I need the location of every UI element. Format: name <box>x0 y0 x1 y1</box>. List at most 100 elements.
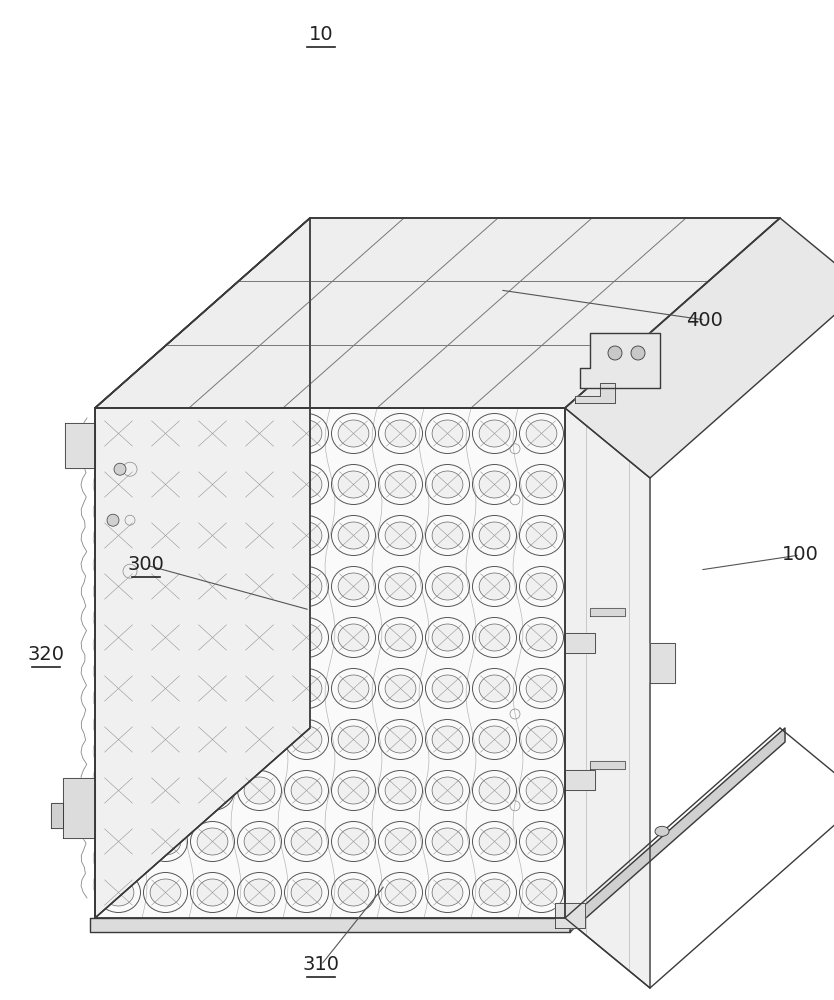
Ellipse shape <box>244 573 275 600</box>
Ellipse shape <box>479 777 510 804</box>
Ellipse shape <box>338 522 369 549</box>
Ellipse shape <box>103 828 134 855</box>
Ellipse shape <box>432 522 463 549</box>
Ellipse shape <box>291 573 322 600</box>
Ellipse shape <box>244 828 275 855</box>
Ellipse shape <box>291 879 322 906</box>
Ellipse shape <box>150 828 181 855</box>
Polygon shape <box>575 383 615 403</box>
Polygon shape <box>590 608 625 616</box>
Ellipse shape <box>291 726 322 753</box>
Ellipse shape <box>197 828 228 855</box>
Text: 310: 310 <box>303 956 339 974</box>
Ellipse shape <box>432 726 463 753</box>
Ellipse shape <box>526 726 557 753</box>
Ellipse shape <box>103 777 134 804</box>
Ellipse shape <box>479 726 510 753</box>
Ellipse shape <box>244 777 275 804</box>
Ellipse shape <box>291 675 322 702</box>
Ellipse shape <box>103 624 134 651</box>
Ellipse shape <box>150 777 181 804</box>
Polygon shape <box>51 803 63 828</box>
Text: 100: 100 <box>782 546 819 564</box>
Polygon shape <box>65 423 95 468</box>
Ellipse shape <box>103 522 134 549</box>
Ellipse shape <box>197 879 228 906</box>
Ellipse shape <box>338 420 369 447</box>
Ellipse shape <box>244 675 275 702</box>
Circle shape <box>114 463 126 475</box>
Polygon shape <box>95 218 310 918</box>
Circle shape <box>631 346 645 360</box>
Ellipse shape <box>103 471 134 498</box>
Ellipse shape <box>338 573 369 600</box>
Polygon shape <box>95 218 310 918</box>
Text: 400: 400 <box>686 310 723 330</box>
Ellipse shape <box>150 573 181 600</box>
Ellipse shape <box>385 828 416 855</box>
Text: 10: 10 <box>309 25 334 44</box>
Ellipse shape <box>103 675 134 702</box>
Ellipse shape <box>338 471 369 498</box>
Ellipse shape <box>244 624 275 651</box>
Ellipse shape <box>150 471 181 498</box>
Ellipse shape <box>244 420 275 447</box>
Ellipse shape <box>244 522 275 549</box>
Ellipse shape <box>655 826 669 836</box>
Ellipse shape <box>432 828 463 855</box>
Ellipse shape <box>150 726 181 753</box>
Ellipse shape <box>385 420 416 447</box>
Ellipse shape <box>479 675 510 702</box>
Polygon shape <box>565 408 650 988</box>
Ellipse shape <box>197 522 228 549</box>
Polygon shape <box>565 218 834 478</box>
Ellipse shape <box>244 726 275 753</box>
Ellipse shape <box>197 624 228 651</box>
Ellipse shape <box>150 624 181 651</box>
Ellipse shape <box>526 777 557 804</box>
Ellipse shape <box>526 522 557 549</box>
Ellipse shape <box>103 573 134 600</box>
Ellipse shape <box>291 420 322 447</box>
Ellipse shape <box>150 420 181 447</box>
Ellipse shape <box>197 777 228 804</box>
Ellipse shape <box>338 726 369 753</box>
Polygon shape <box>95 218 780 408</box>
Ellipse shape <box>432 624 463 651</box>
Ellipse shape <box>150 879 181 906</box>
Ellipse shape <box>479 828 510 855</box>
Ellipse shape <box>432 879 463 906</box>
Ellipse shape <box>197 726 228 753</box>
Ellipse shape <box>338 828 369 855</box>
Polygon shape <box>90 918 570 932</box>
Ellipse shape <box>479 573 510 600</box>
Ellipse shape <box>197 420 228 447</box>
Circle shape <box>107 514 119 526</box>
Polygon shape <box>565 408 650 988</box>
Ellipse shape <box>385 471 416 498</box>
Ellipse shape <box>291 522 322 549</box>
Ellipse shape <box>338 624 369 651</box>
Ellipse shape <box>432 420 463 447</box>
Ellipse shape <box>291 471 322 498</box>
Polygon shape <box>95 408 565 918</box>
Ellipse shape <box>150 675 181 702</box>
Ellipse shape <box>526 879 557 906</box>
Ellipse shape <box>385 777 416 804</box>
Ellipse shape <box>338 777 369 804</box>
Ellipse shape <box>526 624 557 651</box>
Ellipse shape <box>291 828 322 855</box>
Ellipse shape <box>526 573 557 600</box>
Ellipse shape <box>479 471 510 498</box>
Ellipse shape <box>291 777 322 804</box>
Polygon shape <box>590 761 625 769</box>
Ellipse shape <box>385 675 416 702</box>
Polygon shape <box>95 218 780 408</box>
Ellipse shape <box>479 624 510 651</box>
Ellipse shape <box>385 624 416 651</box>
Ellipse shape <box>338 675 369 702</box>
Ellipse shape <box>291 624 322 651</box>
Polygon shape <box>565 633 595 652</box>
Ellipse shape <box>479 420 510 447</box>
Polygon shape <box>650 643 675 683</box>
